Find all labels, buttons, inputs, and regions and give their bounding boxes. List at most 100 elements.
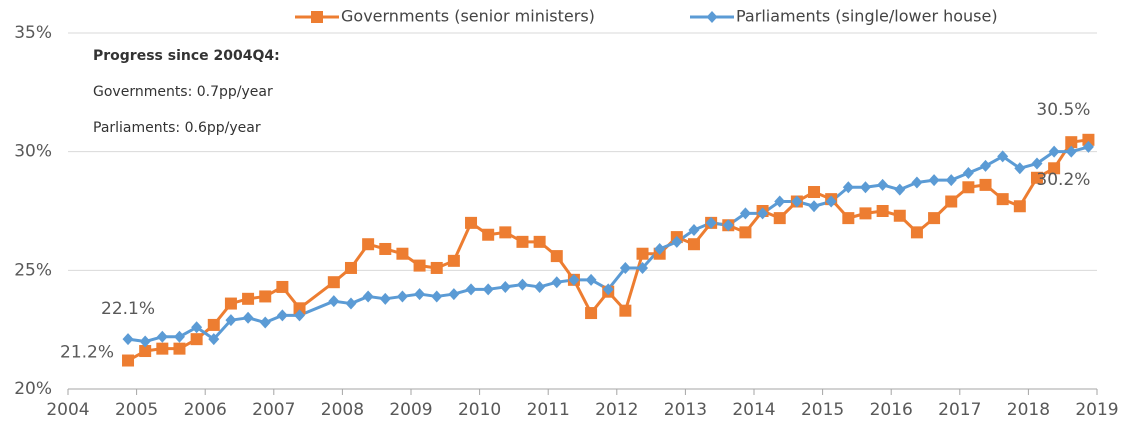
data-point <box>344 261 357 274</box>
data-point <box>465 216 478 229</box>
data-point <box>877 178 889 191</box>
data-point <box>139 345 152 358</box>
data-point <box>876 205 889 217</box>
y-tick-label: 35% <box>14 23 52 43</box>
data-point <box>945 195 958 208</box>
data-point <box>705 216 717 229</box>
y-tick-label: 20% <box>14 379 52 399</box>
data-point <box>945 174 957 187</box>
x-tick-label: 2018 <box>1007 400 1050 420</box>
data-point <box>808 200 820 213</box>
data-point <box>551 276 563 289</box>
data-point <box>637 261 649 274</box>
data-point <box>757 207 769 220</box>
data-point <box>533 235 546 248</box>
data-point <box>379 292 391 305</box>
data-point <box>687 238 700 251</box>
data-point <box>893 209 906 222</box>
x-tick-label: 2008 <box>321 400 364 420</box>
data-point <box>1030 171 1043 184</box>
legend-label: Parliaments (single/lower house) <box>736 7 998 26</box>
y-tick-label: 25% <box>14 260 52 280</box>
data-point <box>516 235 529 248</box>
data-point <box>482 228 495 241</box>
legend-marker <box>706 11 718 23</box>
data-point <box>156 330 168 343</box>
x-tick-label: 2011 <box>527 400 570 420</box>
data-point <box>619 304 632 317</box>
x-tick-label: 2014 <box>732 400 775 420</box>
data-point <box>327 276 340 289</box>
data-point <box>173 330 185 343</box>
data-point <box>362 290 374 303</box>
data-point <box>259 316 271 329</box>
annotation: Governments: 0.7pp/year <box>93 84 273 100</box>
data-point <box>431 290 443 303</box>
x-tick-label: 2006 <box>184 400 227 420</box>
data-point <box>654 242 666 255</box>
data-point <box>1014 162 1026 175</box>
annotation: Parliaments: 0.6pp/year <box>93 120 261 136</box>
data-point <box>413 259 426 272</box>
data-point <box>859 181 871 194</box>
data-point <box>671 235 683 248</box>
data-point <box>190 333 203 346</box>
data-point <box>499 280 511 293</box>
data-point <box>619 261 631 274</box>
data-point <box>465 283 477 296</box>
data-point <box>774 195 786 208</box>
data-point <box>225 314 237 327</box>
data-point <box>328 295 340 308</box>
data-point <box>294 309 306 322</box>
x-tick-label: 2019 <box>1075 400 1118 420</box>
data-point <box>122 333 134 346</box>
data-point <box>276 280 289 293</box>
data-point <box>568 273 580 286</box>
data-label: 30.2% <box>1036 170 1090 190</box>
data-point <box>688 223 700 236</box>
annotation: Progress since 2004Q4: <box>93 48 280 64</box>
x-tick-label: 2005 <box>115 400 158 420</box>
data-label: 22.1% <box>101 299 155 319</box>
data-point <box>842 212 855 225</box>
data-point <box>242 311 254 324</box>
x-tick-label: 2010 <box>458 400 501 420</box>
data-point <box>516 278 528 291</box>
data-point <box>259 290 272 303</box>
data-point <box>910 226 923 239</box>
x-tick-label: 2016 <box>870 400 913 420</box>
x-tick-label: 2015 <box>801 400 844 420</box>
legend-label: Governments (senior ministers) <box>341 7 595 26</box>
data-point <box>962 167 974 180</box>
data-point <box>1031 157 1043 170</box>
data-point <box>825 195 837 208</box>
data-point <box>773 212 786 225</box>
data-point <box>979 178 992 191</box>
data-point <box>1013 200 1026 213</box>
data-point <box>499 226 512 239</box>
data-point <box>122 354 135 367</box>
legend-marker <box>311 11 323 23</box>
x-tick-label: 2017 <box>938 400 981 420</box>
data-point <box>276 309 288 322</box>
series-line <box>127 145 1089 344</box>
data-point <box>1082 133 1095 146</box>
data-point <box>962 181 975 194</box>
x-tick-label: 2009 <box>389 400 432 420</box>
data-point <box>534 280 546 293</box>
series-line <box>127 138 1089 362</box>
data-point <box>345 297 357 310</box>
data-point <box>808 186 821 199</box>
x-tick-label: 2004 <box>46 400 89 420</box>
data-point <box>139 335 151 348</box>
data-point <box>928 174 940 187</box>
data-point <box>224 297 237 310</box>
data-point <box>859 207 872 220</box>
data-point <box>1065 136 1078 149</box>
y-tick-label: 30% <box>14 142 52 162</box>
data-point <box>739 207 751 220</box>
data-point <box>997 150 1009 163</box>
data-point <box>722 219 734 232</box>
data-point <box>602 283 614 296</box>
